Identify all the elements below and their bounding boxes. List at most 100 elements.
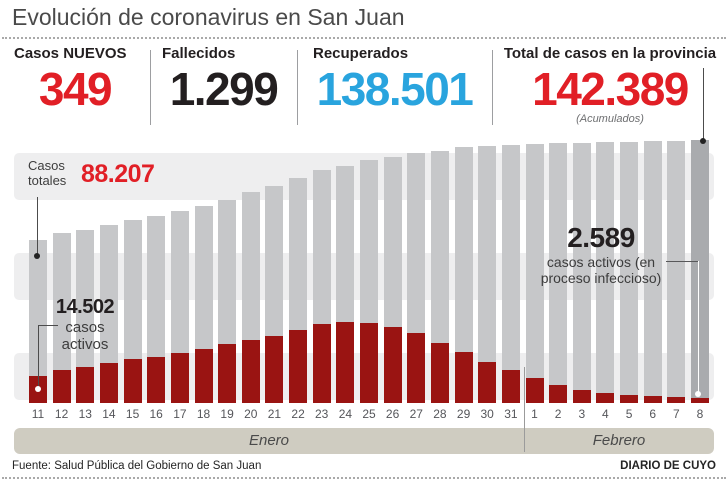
month-strip: Enero Febrero — [14, 428, 714, 454]
x-tick-label: 7 — [673, 407, 680, 421]
month-label-enero: Enero — [248, 432, 290, 449]
stat-fallecidos: Fallecidos 1.299 — [150, 42, 297, 132]
bar-casos-activos — [501, 370, 520, 403]
bar-casos-totales — [147, 216, 166, 403]
connector-line — [37, 197, 38, 256]
bar-casos-totales — [667, 141, 686, 403]
bar-casos-activos — [52, 370, 71, 403]
bar-casos-activos — [360, 323, 378, 403]
x-tick-label: 28 — [433, 407, 447, 421]
bar-casos-totales — [501, 145, 520, 403]
bar-casos-activos — [218, 344, 237, 403]
bar-casos-activos — [643, 396, 662, 403]
x-tick-label: 8 — [696, 407, 704, 421]
bar-casos-activos — [667, 397, 686, 403]
marker-dot — [34, 253, 40, 259]
bar-casos-activos — [454, 352, 473, 403]
marker-dot — [695, 391, 701, 397]
bar-casos-activos — [478, 362, 497, 403]
bar-casos-activos — [99, 363, 118, 403]
bar-casos-totales — [29, 240, 47, 403]
stat-casos-nuevos-label: Casos NUEVOS — [14, 45, 127, 62]
bar-casos-totales — [620, 142, 639, 403]
annotation-casos-totales-value: 88.207 — [81, 160, 155, 188]
x-tick-label: 30 — [480, 407, 494, 421]
annotation-activos-inicio: 14.502 casos activos — [45, 297, 125, 353]
x-tick-label: 25 — [362, 407, 376, 421]
x-tick-label: 27 — [409, 407, 423, 421]
bar-casos-activos — [549, 385, 568, 403]
bar-casos-activos — [123, 359, 142, 403]
x-tick-label: 4 — [602, 407, 609, 421]
annotation-activos-inicio-label: casos activos — [61, 319, 109, 353]
bar-casos-totales — [52, 233, 71, 403]
bar-casos-activos — [147, 357, 166, 403]
marker-dot — [700, 138, 706, 144]
x-tick-label: 18 — [196, 407, 211, 421]
marker-dot — [35, 386, 41, 392]
stat-fallecidos-label: Fallecidos — [162, 45, 236, 62]
bar-casos-activos — [265, 336, 284, 403]
x-tick-label: 15 — [125, 407, 140, 421]
connector-line — [666, 261, 698, 262]
bar-casos-activos — [312, 324, 331, 403]
month-label-febrero: Febrero — [592, 432, 646, 449]
x-tick-label: 12 — [54, 407, 69, 421]
x-tick-label: 6 — [649, 407, 657, 421]
stat-total-provincia-value: 142.389 — [532, 63, 689, 115]
stat-casos-nuevos: Casos NUEVOS 349 — [0, 42, 150, 132]
page-title: Evolución de coronavirus en San Juan — [12, 4, 405, 30]
x-tick-label: 24 — [338, 407, 353, 421]
bar-casos-activos — [691, 398, 709, 403]
bar-casos-activos — [620, 395, 639, 403]
stat-total-provincia-subnote: (Acumulados) — [576, 112, 644, 125]
x-tick-label: 1 — [531, 407, 538, 421]
x-tick-label: 11 — [31, 407, 45, 421]
bar-casos-totales — [525, 144, 544, 403]
bar-casos-activos — [76, 367, 95, 403]
bar-casos-totales — [549, 143, 568, 403]
x-tick-label: 29 — [456, 407, 471, 421]
x-tick-label: 21 — [267, 407, 282, 421]
publisher-credit: DIARIO DE CUYO — [620, 460, 716, 472]
top-dotted-divider — [2, 37, 726, 39]
bar-casos-activos — [336, 322, 355, 403]
stat-divider — [150, 50, 151, 125]
bar-casos-totales — [643, 141, 662, 403]
annotation-activos-inicio-value: 14.502 — [55, 296, 115, 318]
annotation-activos-fin-value: 2.589 — [567, 222, 635, 253]
bar-casos-activos — [525, 378, 544, 403]
stat-recuperados: Recuperados 138.501 — [297, 42, 492, 132]
stat-recuperados-label: Recuperados — [313, 45, 409, 62]
bar-casos-activos — [407, 333, 426, 403]
annotation-casos-totales: Casos totales 88.207 — [28, 158, 155, 189]
bar-casos-totales — [596, 142, 615, 403]
connector-line — [703, 68, 704, 141]
bar-casos-activos — [572, 390, 591, 403]
x-tick-label: 3 — [578, 407, 586, 421]
x-tick-label: 17 — [173, 407, 187, 421]
bar-casos-totales — [454, 147, 473, 403]
annotation-activos-fin-label: casos activos (en proceso infeccioso) — [540, 254, 662, 286]
stat-fallecidos-value: 1.299 — [169, 63, 279, 115]
source-credit: Fuente: Salud Pública del Gobierno de Sa… — [12, 460, 262, 472]
x-tick-label: 22 — [291, 407, 305, 421]
x-tick-label: 19 — [220, 407, 234, 421]
x-tick-label: 31 — [504, 407, 518, 421]
connector-line — [38, 325, 39, 388]
bar-casos-activos — [170, 353, 189, 403]
x-tick-label: 2 — [554, 407, 562, 421]
jan-feb-divider — [524, 367, 525, 452]
x-tick-label: 23 — [315, 407, 329, 421]
x-tick-label: 5 — [625, 407, 633, 421]
annotation-activos-fin: 2.589 casos activos (en proceso infeccio… — [536, 224, 666, 286]
bottom-dotted-divider — [2, 477, 726, 479]
bar-casos-activos — [596, 393, 615, 403]
x-tick-label: 26 — [385, 407, 400, 421]
stat-divider — [492, 50, 493, 125]
bar-casos-totales — [430, 151, 449, 403]
stat-divider — [297, 50, 298, 125]
bar-casos-activos — [241, 340, 260, 403]
